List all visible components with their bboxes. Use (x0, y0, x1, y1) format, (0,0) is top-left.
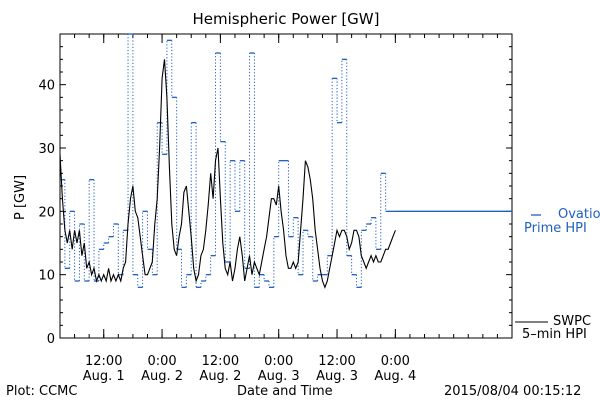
legend-swpc-line2: 5–min HPI (522, 327, 587, 342)
x-tick-time-5: 0:00 (381, 354, 410, 369)
swpc-series-line (59, 59, 396, 289)
x-tick-time-0: 12:00 (85, 354, 122, 369)
x-tick-time-1: 0:00 (147, 354, 176, 369)
x-tick-date-5: Aug. 4 (374, 369, 416, 384)
y-tick-label-1: 10 (38, 269, 55, 284)
chart-title: Hemispheric Power [GW] (192, 10, 380, 28)
legend-ovation-line1: Ovation (558, 207, 600, 222)
x-tick-date-1: Aug. 2 (141, 369, 183, 384)
x-axis-label: Date and Time (237, 384, 333, 399)
legend-ovation-line2: Prime HPI (524, 221, 587, 236)
x-tick-date-3: Aug. 3 (258, 369, 300, 384)
y-tick-label-2: 20 (38, 205, 55, 220)
y-axis-label: P [GW] (13, 174, 29, 221)
x-tick-date-4: Aug. 3 (316, 369, 358, 384)
x-tick-time-2: 12:00 (202, 354, 239, 369)
x-tick-time-3: 0:00 (264, 354, 293, 369)
y-tick-label-0: 0 (47, 332, 55, 347)
x-tick-time-4: 12:00 (318, 354, 355, 369)
legend-swpc-line1: SWPC (553, 314, 592, 329)
y-tick-label-3: 30 (38, 142, 55, 157)
plot-credit: Plot: CCMC (6, 384, 78, 399)
plot-timestamp: 2015/08/04 00:15:12 (444, 384, 582, 399)
x-tick-date-0: Aug. 1 (83, 369, 125, 384)
x-tick-date-2: Aug. 2 (199, 369, 241, 384)
y-tick-label-4: 40 (38, 79, 55, 94)
